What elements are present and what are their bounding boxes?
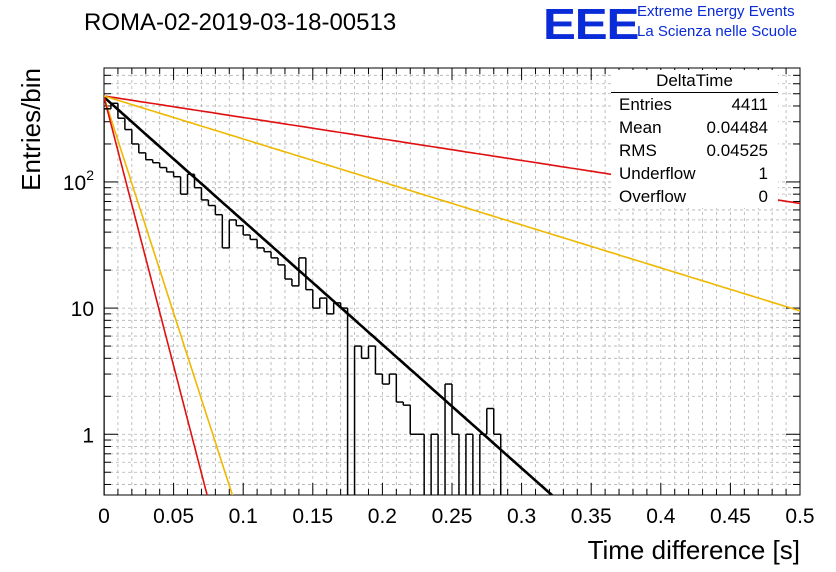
stats-label: Overflow [619, 187, 687, 206]
stats-value: 0.04525 [706, 141, 768, 160]
x-tick-label: 0 [98, 505, 110, 528]
stats-row-rms: RMS 0.04525 [611, 139, 778, 162]
x-tick-label: 0.2 [368, 505, 397, 528]
y-tick-label: 102 [63, 167, 94, 195]
x-axis-label: Time difference [s] [588, 535, 800, 565]
stats-value: 4411 [731, 95, 768, 114]
stats-row-underflow: Underflow 1 [611, 162, 778, 185]
curve-upper-mid [104, 95, 800, 312]
x-tick-label: 0.15 [292, 505, 333, 528]
x-tick-label: 0.35 [571, 505, 612, 528]
stats-value: 1 [758, 164, 768, 183]
x-tick-label: 0.45 [710, 505, 751, 528]
logo-subtitle-line1: Extreme Energy Events [637, 3, 795, 20]
stats-label: Entries [619, 95, 672, 114]
stats-label: Mean [619, 118, 662, 137]
curve-lower-fast [104, 96, 208, 495]
y-axis-label: Entries/bin [16, 68, 46, 191]
stats-value: 0 [758, 187, 768, 206]
stats-row-entries: Entries 4411 [611, 93, 778, 116]
stats-value: 0.04484 [706, 118, 768, 137]
stats-title: DeltaTime [611, 70, 778, 93]
x-tick-label: 0.1 [229, 505, 258, 528]
y-tick-label: 1 [82, 424, 94, 447]
curve-lower-mid [104, 96, 234, 495]
stats-row-mean: Mean 0.04484 [611, 116, 778, 139]
y-tick-label: 10 [71, 298, 94, 321]
x-tick-label: 0.5 [785, 505, 814, 528]
stats-row-overflow: Overflow 0 [611, 185, 778, 208]
histogram-group [104, 102, 502, 495]
stats-label: RMS [619, 141, 657, 160]
x-tick-label: 0.25 [432, 505, 473, 528]
logo-subtitle-line2: La Scienza nelle Scuole [637, 23, 798, 40]
stats-box: DeltaTime Entries 4411 Mean 0.04484 RMS … [611, 70, 778, 208]
eee-logo: EEE [543, 0, 639, 49]
run-title: ROMA-02-2019-03-18-00513 [84, 9, 397, 36]
stats-label: Underflow [619, 164, 696, 183]
x-tick-label: 0.3 [507, 505, 536, 528]
x-tick-label: 0.4 [646, 505, 676, 528]
x-tick-label: 0.05 [153, 505, 194, 528]
